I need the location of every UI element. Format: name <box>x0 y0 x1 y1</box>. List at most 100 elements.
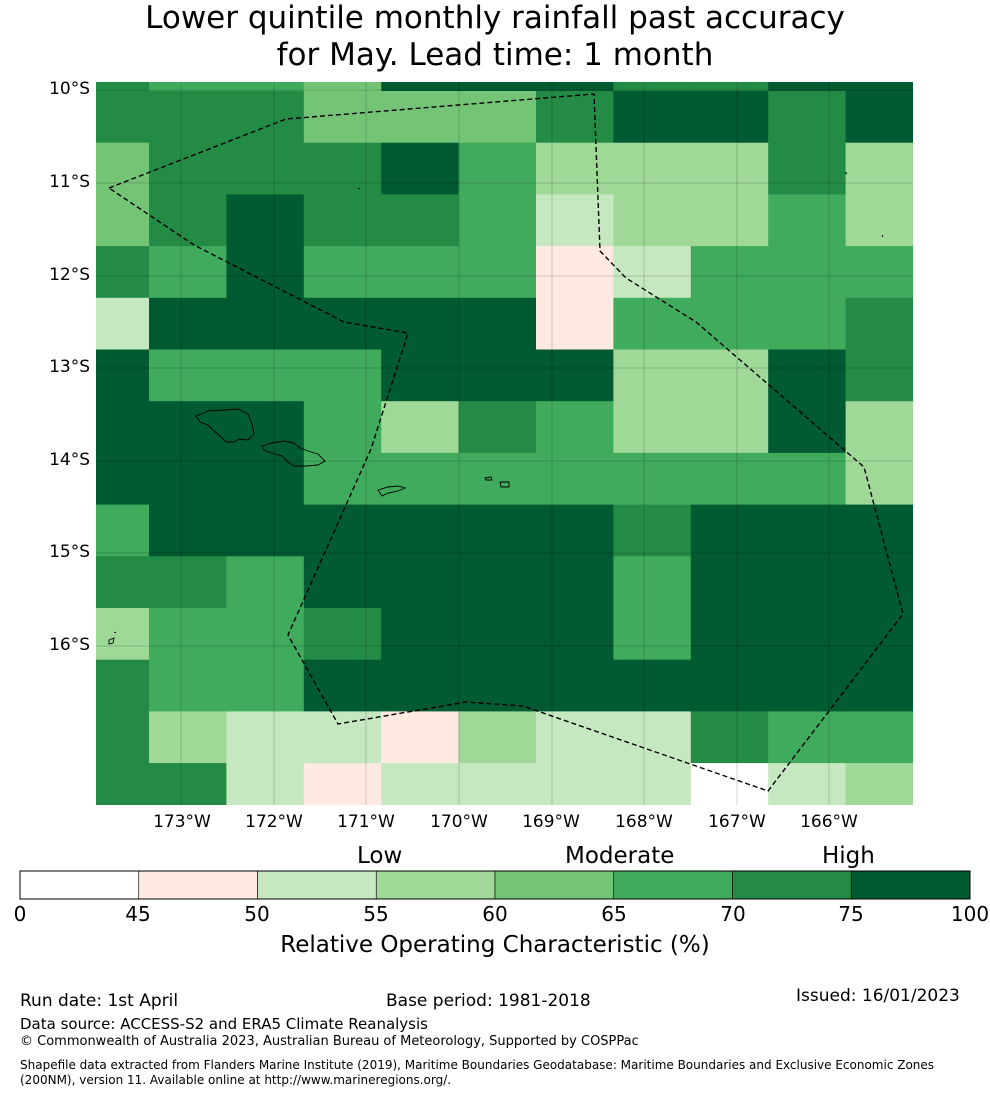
map-grid-cell <box>690 452 769 506</box>
map-grid-cell <box>613 452 692 506</box>
colorbar-segment-50-55 <box>257 870 377 900</box>
map-grid-cell <box>149 246 227 299</box>
colorbar-tick-100: 100 <box>950 902 990 926</box>
map-grid-cell <box>96 608 150 661</box>
map-grid-cell <box>303 194 382 247</box>
map-grid-cell <box>458 142 537 195</box>
map-grid-cell <box>149 763 227 805</box>
map-grid-cell <box>768 556 847 609</box>
colorbar-segment-65-70 <box>613 870 733 900</box>
map-grid-cell <box>303 297 382 350</box>
map-grid-cell <box>536 349 614 402</box>
lon-label-172w: 172°W <box>245 812 303 832</box>
category-low-label: Low <box>357 843 403 869</box>
chart-title-line2: for May. Lead time: 1 month <box>276 37 714 73</box>
map-grid-cell <box>536 246 614 299</box>
map-grid-cell <box>845 659 913 712</box>
colorbar-tick-75: 75 <box>838 902 864 926</box>
map-grid-cell <box>149 556 227 609</box>
map-grid-cell <box>690 608 769 661</box>
colorbar-segment-55-60 <box>375 870 496 900</box>
rainfall-accuracy-map <box>96 82 913 805</box>
map-grid-cell <box>845 556 913 609</box>
map-grid-cell <box>381 82 460 92</box>
map-grid-cell <box>613 763 692 805</box>
savaii-island-shape <box>195 408 255 443</box>
map-grid-cell <box>226 659 305 712</box>
map-grid-cell <box>690 556 769 609</box>
map-grid-cell <box>149 452 227 506</box>
map-grid-cell <box>458 608 537 661</box>
map-grid-cell <box>613 246 692 299</box>
map-grid-cell <box>303 82 382 92</box>
data-source: Data source: ACCESS-S2 and ERA5 Climate … <box>20 1015 428 1033</box>
chart-title-line1: Lower quintile monthly rainfall past acc… <box>145 0 845 36</box>
map-grid-cell <box>226 349 305 402</box>
colorbar-axis-label: Relative Operating Characteristic (%) <box>280 932 710 958</box>
map-grid-cell <box>381 556 460 609</box>
lat-label-14s: 14°S <box>49 450 90 470</box>
map-grid-cell <box>536 504 614 557</box>
map-grid-cell <box>226 452 305 506</box>
map-grid-cell <box>149 711 227 764</box>
map-grid-cell <box>96 297 150 350</box>
lon-label-170w: 170°W <box>430 812 488 832</box>
upolu-island-shape <box>261 440 326 467</box>
map-grid-cell <box>613 608 692 661</box>
map-grid-cell <box>149 504 227 557</box>
map-grid-cell <box>845 194 913 247</box>
map-grid-cell <box>226 91 305 144</box>
map-grid-cell <box>768 659 847 712</box>
map-grid-cell <box>613 659 692 712</box>
map-grid-cell <box>536 556 614 609</box>
map-grid-cell <box>303 608 382 661</box>
map-grid-cell <box>536 297 614 350</box>
map-grid-cell <box>96 763 150 805</box>
base-period: Base period: 1981-2018 <box>386 991 591 1011</box>
category-moderate-label: Moderate <box>565 843 675 869</box>
map-grid-cell <box>458 401 537 454</box>
map-grid-cell <box>690 194 769 247</box>
map-grid-cell <box>613 349 692 402</box>
map-grid-cell <box>458 763 537 805</box>
map-grid-cell <box>96 711 150 764</box>
map-grid-cell <box>381 763 460 805</box>
map-grid-cell <box>226 142 305 195</box>
map-grid-cell <box>96 401 150 454</box>
map-grid-cell <box>226 246 305 299</box>
map-grid-cell <box>845 763 913 805</box>
lon-label-171w: 171°W <box>337 812 395 832</box>
map-grid-cell <box>226 608 305 661</box>
map-grid-cell <box>303 556 382 609</box>
map-grid-cell <box>96 452 150 506</box>
map-grid-cell <box>613 82 692 92</box>
map-grid-cell <box>536 763 614 805</box>
map-grid-cell <box>96 91 150 144</box>
map-grid-cell <box>149 194 227 247</box>
colorbar-segment-75-100 <box>850 870 971 900</box>
map-grid-cell <box>690 91 769 144</box>
map-grid-cell <box>613 711 692 764</box>
map-grid-cell <box>303 711 382 764</box>
map-grid-cell <box>303 763 382 805</box>
map-grid-cell <box>845 452 913 506</box>
map-grid-cell <box>768 452 847 506</box>
lon-label-173w: 173°W <box>153 812 211 832</box>
map-grid-cell <box>458 91 537 144</box>
tutuila-island-shape <box>377 485 407 497</box>
colorbar-tick-55: 55 <box>363 902 389 926</box>
map-grid-cell <box>149 91 227 144</box>
map-grid-cell <box>96 556 150 609</box>
map-grid-cell <box>768 142 847 195</box>
colorbar-tick-70: 70 <box>720 902 746 926</box>
map-grid-cell <box>613 142 692 195</box>
map-grid-cell <box>149 82 227 92</box>
map-grid-cell <box>845 401 913 454</box>
eez-boundary-line <box>107 93 904 792</box>
map-grid-cell <box>226 556 305 609</box>
map-grid-cell <box>303 504 382 557</box>
map-grid-cell <box>613 556 692 609</box>
lon-label-166w: 166°W <box>800 812 858 832</box>
map-grid-cell <box>458 659 537 712</box>
lat-label-16s: 16°S <box>49 635 90 655</box>
